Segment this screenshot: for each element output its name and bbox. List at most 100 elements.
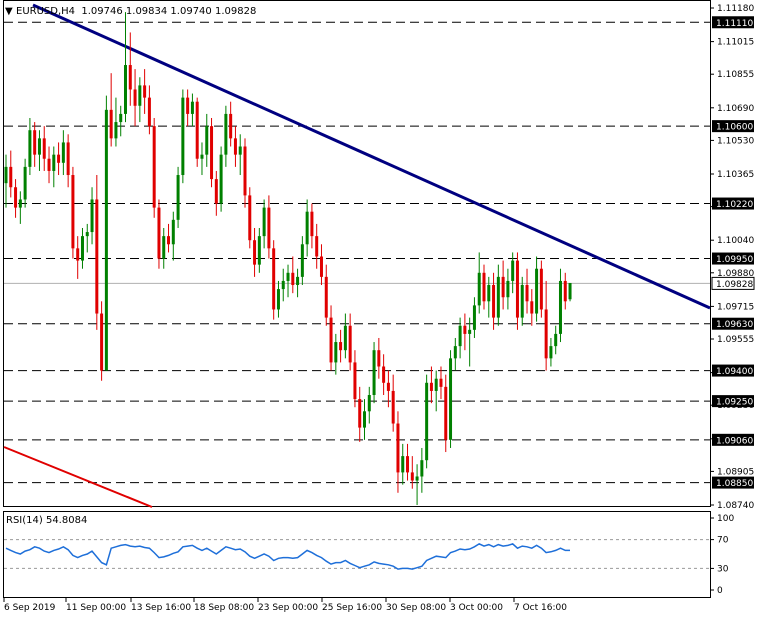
candle <box>253 227 257 277</box>
candle-body <box>429 382 433 391</box>
candle-body <box>319 256 323 277</box>
candle <box>291 256 295 294</box>
candle <box>47 146 51 184</box>
trendline-resistance <box>32 3 711 310</box>
candle <box>496 264 500 326</box>
candle <box>133 69 137 127</box>
candle <box>186 89 190 127</box>
candle-body <box>33 130 37 155</box>
candle-body <box>14 187 18 208</box>
candle <box>138 77 142 123</box>
candle <box>358 386 362 442</box>
price-axis: 1.11180 1.11015 1.10855 1.10690 1.10530 1.103… <box>710 4 755 511</box>
candle-body <box>525 285 529 302</box>
candle <box>18 191 22 224</box>
candle <box>477 252 481 314</box>
candle <box>434 370 438 412</box>
candle-body <box>210 126 214 180</box>
candle-body <box>57 154 61 163</box>
candle <box>42 126 46 171</box>
candle <box>420 447 424 493</box>
candle-body <box>315 236 319 257</box>
time-axis: 6 Sep 2019 11 Sep 00:00 13 Sep 16:00 18 Sep… <box>3 598 567 613</box>
candle <box>535 256 539 322</box>
candle-body <box>157 207 161 259</box>
candle-body <box>296 276 300 286</box>
candle <box>554 325 558 355</box>
candle <box>300 236 304 286</box>
rsi-panel-frame <box>3 511 711 598</box>
candle-body <box>9 166 13 188</box>
candle-body <box>286 272 290 281</box>
candle-body <box>558 280 562 334</box>
price-tick-label: 1.09880 <box>717 269 754 279</box>
candle <box>238 134 242 176</box>
candle-body <box>66 142 70 176</box>
candle <box>28 117 32 176</box>
candle <box>66 134 70 188</box>
dropdown-arrow-icon[interactable]: ▼ <box>5 6 13 17</box>
candle <box>324 264 328 326</box>
candle <box>415 464 419 505</box>
candle <box>386 370 390 408</box>
candle-body <box>114 122 118 139</box>
level-price-label: 1.09060 <box>716 436 753 446</box>
candle-body <box>396 423 400 473</box>
level-price-box: 1.10220 <box>712 197 754 210</box>
candle-body <box>18 199 22 208</box>
candle-body <box>276 289 280 310</box>
candle <box>487 276 491 318</box>
candle-body <box>386 382 390 391</box>
candle <box>52 146 56 188</box>
candle-body <box>382 366 386 383</box>
candle <box>33 122 37 167</box>
candle-body <box>539 268 543 310</box>
candle-body <box>80 236 84 261</box>
candle <box>147 85 151 135</box>
candle-body <box>463 325 467 334</box>
candle-body <box>544 309 548 359</box>
candle <box>71 166 75 259</box>
candle-body <box>100 313 104 371</box>
candle-body <box>128 65 132 90</box>
candle-body <box>520 285 524 318</box>
candle <box>506 268 510 310</box>
candle <box>286 264 290 298</box>
candle <box>406 443 410 481</box>
candle-body <box>291 272 295 286</box>
candle <box>152 117 156 218</box>
candle <box>167 223 171 253</box>
candle <box>367 386 371 424</box>
candle-body <box>401 456 405 473</box>
price-tick-label: 1.11180 <box>717 4 754 14</box>
candle-body <box>492 285 496 318</box>
candle-body <box>305 211 309 245</box>
candle <box>296 268 300 298</box>
candle-body <box>363 411 366 428</box>
level-price-label: 1.10600 <box>716 123 753 133</box>
candle-body <box>449 358 453 440</box>
candle-body <box>477 272 481 306</box>
candle-body <box>267 207 271 249</box>
candle <box>257 227 261 273</box>
candle-body <box>358 399 362 428</box>
candle <box>109 73 113 147</box>
candle-body <box>568 282 572 300</box>
candle-body <box>353 362 357 400</box>
candle <box>458 317 462 359</box>
level-price-label: 1.09950 <box>716 255 753 265</box>
candle <box>4 154 8 208</box>
candle-body <box>233 138 237 155</box>
candle <box>439 366 443 400</box>
chart-header-label: EURUSD,H4 1.09746 1.09834 1.09740 1.0982… <box>16 6 256 17</box>
candle-body <box>324 276 328 318</box>
candle <box>382 354 386 396</box>
level-price-box: 1.08850 <box>712 476 754 489</box>
candle-body <box>171 219 175 245</box>
level-price-label: 1.09400 <box>716 367 753 377</box>
candle-body <box>348 325 352 363</box>
candle-body <box>90 199 94 233</box>
candle-body <box>420 460 424 477</box>
candle <box>95 175 99 330</box>
candle-body <box>549 346 553 359</box>
